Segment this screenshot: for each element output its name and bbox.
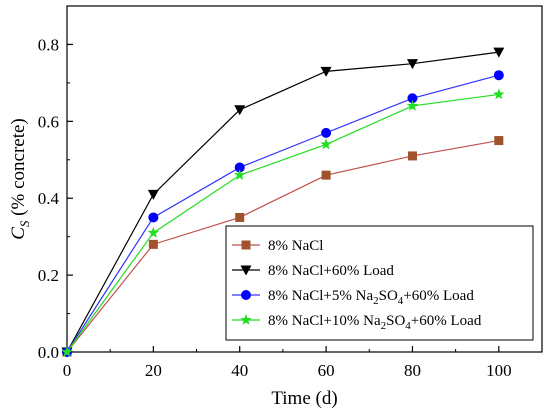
y-axis-title-main: C [8, 227, 29, 240]
data-point [234, 105, 246, 116]
series-4 [61, 88, 505, 357]
legend: 8% NaCl 8% NaCl+60% Load 8% NaCl+5% Na2SO4… [225, 225, 534, 341]
y-axis-title-rest: (% concrete) [8, 118, 29, 220]
x-tick-label: 20 [145, 361, 162, 380]
data-point [493, 88, 505, 100]
y-tick-label: 0.4 [38, 189, 60, 208]
y-tick-label: 0.8 [38, 35, 59, 54]
x-axis-title: Time (d) [271, 388, 337, 409]
data-point [147, 189, 159, 200]
plot-frame [66, 5, 543, 353]
x-tick-label: 80 [404, 361, 421, 380]
data-point [234, 162, 245, 173]
legend-marker [241, 290, 251, 300]
x-tick-label: 40 [231, 361, 248, 380]
y-tick-label: 0.6 [38, 112, 59, 131]
data-point [493, 70, 504, 81]
data-point [148, 212, 159, 223]
legend-label: 8% NaCl [268, 238, 323, 254]
legend-label: 8% NaCl+5% Na2SO4+60% Load [268, 288, 474, 307]
legend-marker [240, 314, 252, 325]
data-point [407, 151, 417, 161]
y-tick-label: 0.0 [38, 343, 59, 362]
data-point [61, 346, 73, 357]
data-point [407, 93, 418, 104]
legend-item: 8% NaCl+10% Na2SO4+60% Load [232, 313, 482, 332]
series-line [66, 74, 499, 353]
data-point [147, 226, 160, 238]
legend-marker [241, 240, 251, 250]
data-point [320, 138, 332, 150]
data-point [148, 239, 158, 249]
y-axis-title-subscript: S [17, 220, 32, 227]
data-point [494, 136, 504, 146]
y-axis-ticks: 0.0 0.2 0.4 0.6 0.8 [38, 5, 73, 362]
y-axis-title: CS (% concrete) [8, 118, 32, 240]
data-point [321, 170, 331, 180]
data-point [493, 47, 505, 58]
series-2 [61, 47, 505, 358]
x-tick-label: 100 [486, 361, 512, 380]
legend-label: 8% NaCl+60% Load [268, 263, 394, 279]
data-point [320, 66, 332, 77]
legend-item: 8% NaCl+5% Na2SO4+60% Load [232, 288, 474, 307]
legend-box [225, 225, 534, 341]
y-tick-label: 0.2 [38, 266, 59, 285]
series-3 [62, 70, 504, 357]
x-tick-label: 60 [318, 361, 335, 380]
legend-label: 8% NaCl+10% Na2SO4+60% Load [268, 313, 482, 332]
data-point [235, 212, 245, 222]
legend-item: 8% NaCl [232, 238, 323, 254]
x-tick-label: 0 [63, 361, 72, 380]
legend-item: 8% NaCl+60% Load [232, 263, 394, 279]
data-point [234, 169, 246, 181]
data-point [321, 127, 332, 138]
legend-marker [240, 265, 252, 276]
x-axis-ticks: 0 20 40 60 80 100 [63, 346, 543, 380]
data-point [406, 99, 419, 111]
series-layer [61, 47, 505, 358]
data-point [406, 59, 418, 70]
series-line [66, 139, 499, 353]
series-line [66, 93, 499, 353]
series-line [66, 51, 499, 353]
